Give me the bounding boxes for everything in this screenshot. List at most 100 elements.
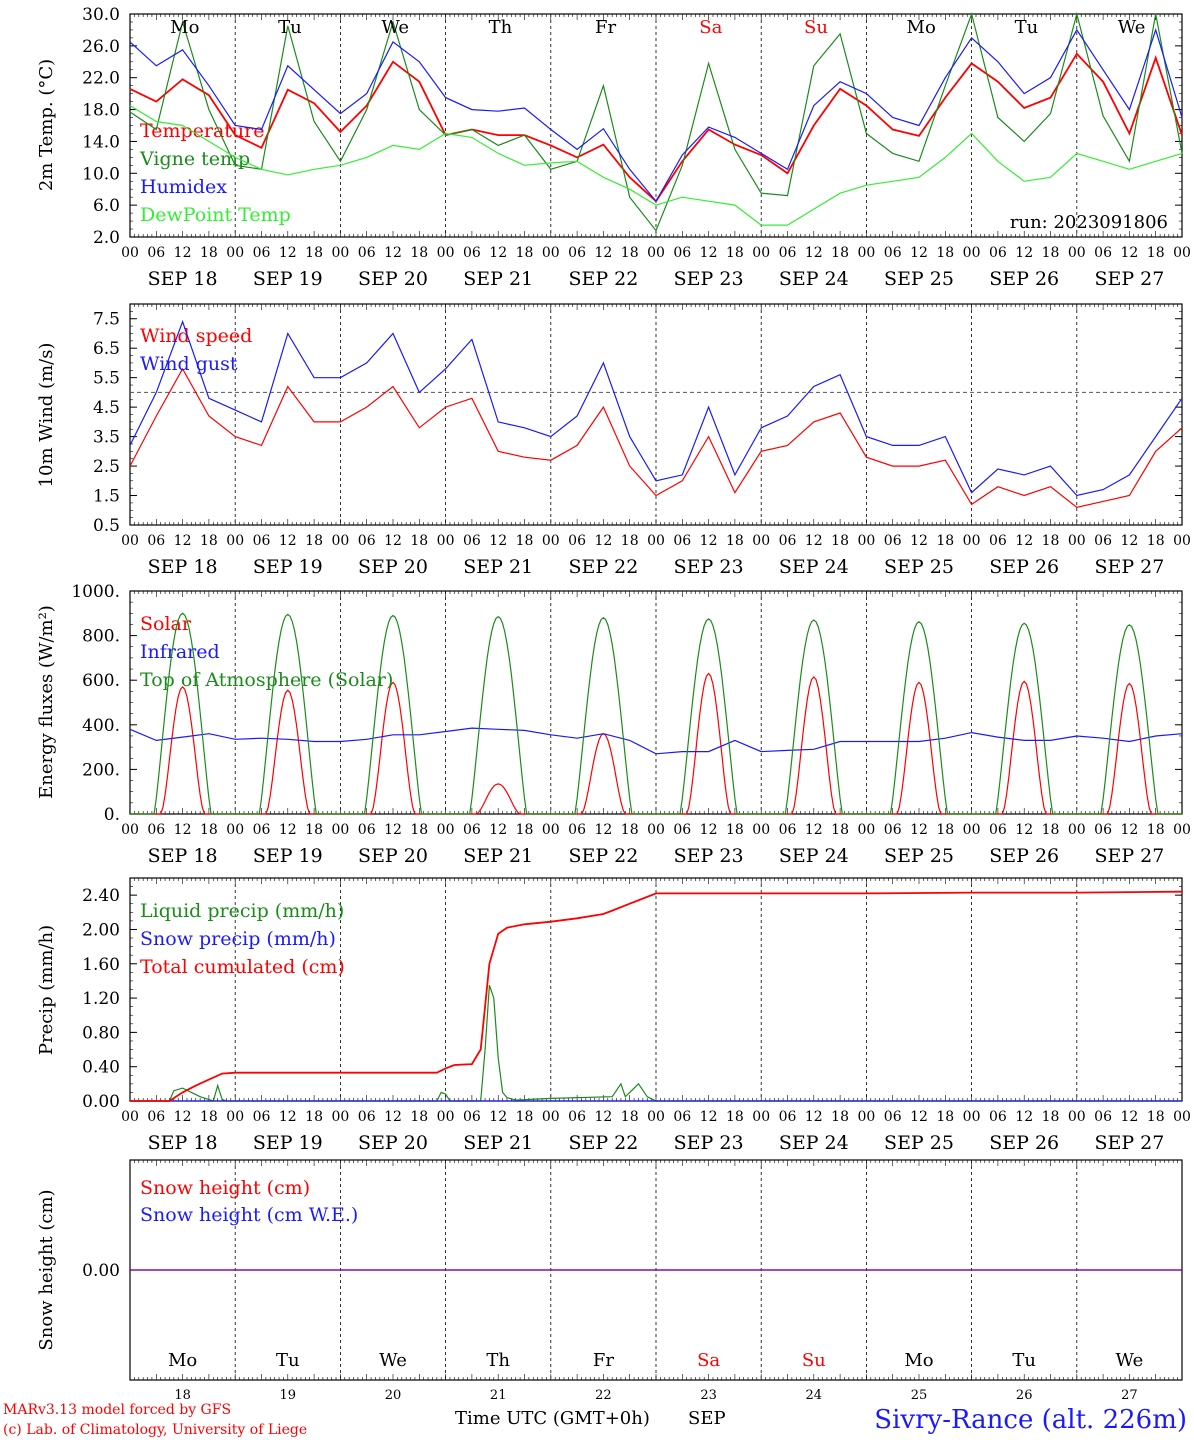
hour-tick-label: 00 [1068, 533, 1086, 549]
hour-tick-label: 12 [700, 822, 718, 838]
y-tick-label: 1000. [71, 582, 120, 602]
legend-entry: Humidex [140, 176, 227, 198]
weekday-label: Th [489, 17, 513, 38]
y-tick-label: 7.5 [93, 310, 120, 330]
weekday-label: Mo [168, 1350, 197, 1371]
y-tick-label: 0.80 [82, 1023, 120, 1043]
series-line-total-cumulated-cm- [130, 890, 1183, 1102]
hour-tick-label: 12 [594, 1109, 612, 1125]
hour-tick-label: 00 [1173, 533, 1191, 549]
hour-tick-label: 12 [174, 822, 192, 838]
chart-panel-1: 2.0 6.0 10.0 14.0 18.0 22.0 26.0 30.0 2m Temp. (… [36, 5, 1191, 290]
y-tick-label: 0.40 [82, 1058, 120, 1078]
hour-tick-label: 18 [516, 822, 534, 838]
hour-tick-label: 00 [1068, 1109, 1086, 1125]
hour-tick-label: 18 [305, 533, 323, 549]
hour-tick-label: 18 [200, 822, 218, 838]
weekday-label: We [1118, 17, 1146, 38]
date-label: SEP 27 [1094, 1132, 1164, 1154]
hour-tick-label: 12 [1015, 1109, 1033, 1125]
date-label: SEP 20 [358, 845, 428, 867]
hour-tick-label: 18 [1042, 1109, 1060, 1125]
hour-tick-label: 06 [779, 1109, 797, 1125]
hour-tick-label: 06 [673, 822, 691, 838]
hour-tick-label: 06 [147, 533, 165, 549]
hour-tick-label: 00 [752, 1109, 770, 1125]
weekday-label: Mo [904, 1350, 933, 1371]
chart-panel-2: 0.5 1.5 2.5 3.5 4.5 5.5 6.5 7.5 10m Wind (m/s) Wi… [36, 303, 1191, 578]
date-label: SEP 23 [674, 556, 744, 578]
weekday-label: We [1116, 1350, 1144, 1371]
hour-tick-label: 06 [253, 1109, 271, 1125]
hour-tick-label: 18 [516, 245, 534, 261]
date-label: SEP 21 [463, 556, 533, 578]
y-axis-label: Energy fluxes (W/m²) [36, 605, 57, 799]
hour-tick-label: 06 [1094, 822, 1112, 838]
chart-panel-5: 0.00 Snow height (cm) Snow height (cm) Snow… [36, 1159, 1183, 1403]
hour-tick-label: 06 [1094, 533, 1112, 549]
legend-entry: Infrared [140, 641, 220, 663]
hour-tick-label: 12 [174, 1109, 192, 1125]
hour-tick-label: 00 [963, 245, 981, 261]
hour-tick-label: 06 [253, 533, 271, 549]
date-label: SEP 21 [463, 845, 533, 867]
hour-tick-label: 00 [121, 822, 139, 838]
hour-tick-label: 12 [279, 1109, 297, 1125]
y-tick-label: 18.0 [82, 101, 120, 121]
date-label: SEP 24 [779, 268, 849, 290]
y-tick-label: 1.60 [82, 955, 120, 975]
legend-entry: Snow height (cm W.E.) [140, 1204, 358, 1226]
hour-tick-label: 00 [752, 533, 770, 549]
hour-tick-label: 12 [174, 245, 192, 261]
hour-tick-label: 12 [700, 533, 718, 549]
date-label: SEP 26 [989, 1132, 1059, 1154]
hour-tick-label: 06 [989, 1109, 1007, 1125]
series-line-dewpoint-temp [129, 105, 1183, 226]
hour-tick-label: 06 [884, 533, 902, 549]
hour-tick-label: 06 [884, 245, 902, 261]
date-label: SEP 25 [884, 1132, 954, 1154]
date-label: SEP 25 [884, 845, 954, 867]
weekday-label: We [379, 1350, 407, 1371]
hour-tick-label: 06 [989, 245, 1007, 261]
date-label: SEP 27 [1094, 268, 1164, 290]
date-label: SEP 24 [779, 1132, 849, 1154]
y-tick-label: 2.40 [82, 886, 120, 906]
hour-tick-label: 06 [1094, 1109, 1112, 1125]
hour-tick-label: 00 [963, 822, 981, 838]
hour-tick-label: 00 [647, 1109, 665, 1125]
series-line-vigne-temp [129, 11, 1183, 232]
hour-tick-label: 06 [568, 822, 586, 838]
series-line-infrared [129, 727, 1183, 755]
y-axis-label: Precip (mm/h) [36, 925, 57, 1055]
hour-tick-label: 18 [305, 1109, 323, 1125]
hour-tick-label: 18 [936, 822, 954, 838]
legend-entry: Solar [140, 613, 192, 635]
hour-tick-label: 00 [857, 822, 875, 838]
y-tick-label: 1.5 [93, 487, 120, 507]
hour-tick-label: 06 [253, 245, 271, 261]
hour-tick-label: 18 [726, 822, 744, 838]
weekday-label: Tu [1012, 1350, 1036, 1371]
date-label: SEP 18 [148, 556, 218, 578]
hour-tick-label: 18 [936, 1109, 954, 1125]
hour-tick-label: 12 [700, 1109, 718, 1125]
hour-tick-label: 18 [305, 245, 323, 261]
hour-tick-label: 12 [279, 245, 297, 261]
hour-tick-label: 12 [700, 245, 718, 261]
y-tick-label: 5.5 [93, 369, 120, 389]
hour-tick-label: 18 [726, 1109, 744, 1125]
hour-tick-label: 12 [805, 533, 823, 549]
hour-tick-label: 00 [857, 533, 875, 549]
chart-panel-4: 0.00 0.40 0.80 1.20 1.60 2.00 2.40 Precip (mm/h… [36, 877, 1191, 1154]
date-label: SEP 26 [989, 268, 1059, 290]
day-number-label: 24 [806, 1388, 823, 1403]
weekday-label: Sa [699, 17, 722, 38]
day-number-label: 25 [911, 1388, 928, 1403]
y-tick-label: 200. [82, 760, 120, 780]
hour-tick-label: 12 [279, 822, 297, 838]
weekday-label: Su [804, 17, 828, 38]
hour-tick-label: 06 [779, 822, 797, 838]
hour-tick-label: 00 [752, 822, 770, 838]
y-tick-label: 6.0 [93, 196, 120, 216]
